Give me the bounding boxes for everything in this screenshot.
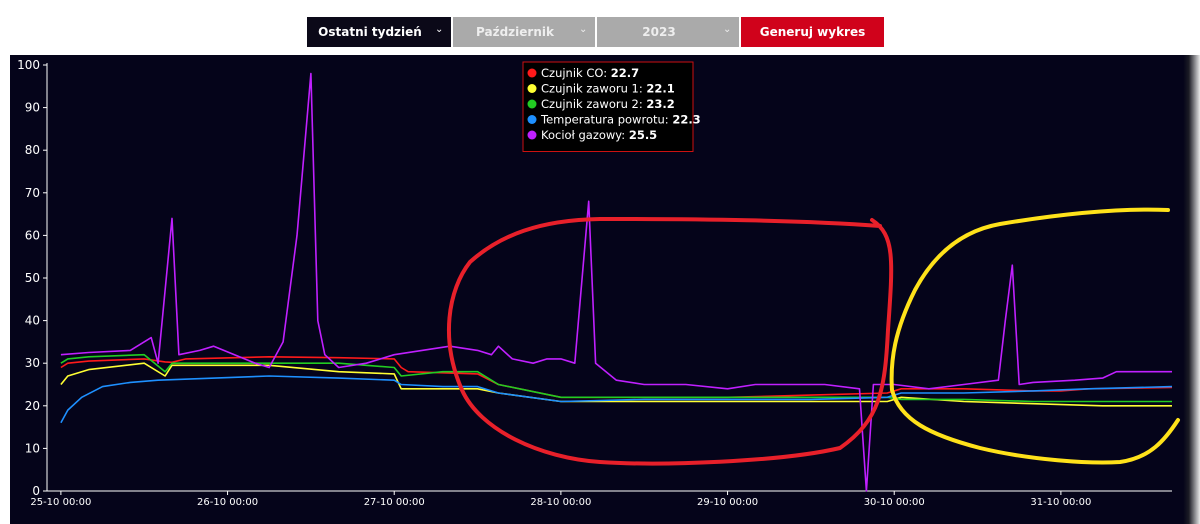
month-select-label: Październik bbox=[476, 25, 554, 39]
y-tick-label: 20 bbox=[25, 399, 40, 413]
y-tick-label: 90 bbox=[25, 101, 40, 115]
x-tick-label: 30-10 00:00 bbox=[864, 497, 925, 508]
y-tick-label: 50 bbox=[25, 271, 40, 285]
series-line bbox=[60, 72, 1172, 492]
y-tick-label: 80 bbox=[25, 143, 40, 157]
series-line bbox=[60, 356, 1173, 399]
x-tick-label: 25-10 00:00 bbox=[30, 497, 91, 508]
x-tick-label: 29-10 00:00 bbox=[697, 497, 758, 508]
chart-axes: 0 10 20 30 40 50 60 70 80 90 100 25-10 00:00 26-10 0… bbox=[17, 58, 1172, 508]
legend-marker bbox=[527, 130, 537, 140]
series-line bbox=[60, 375, 1173, 424]
chart-legend: Czujnik CO: 22.7 Czujnik zaworu 1: 22.1Cz… bbox=[522, 61, 701, 152]
legend-marker bbox=[527, 99, 537, 109]
range-select-label: Ostatni tydzień bbox=[318, 25, 422, 39]
range-select[interactable]: Ostatni tydzień ⌄ bbox=[307, 17, 451, 47]
x-tick-label: 28-10 00:00 bbox=[530, 497, 591, 508]
annotation-yellow-curve bbox=[889, 207, 1180, 465]
x-tick-label: 31-10 00:00 bbox=[1030, 497, 1091, 508]
legend-entry: Kocioł gazowy: 25.5 bbox=[541, 128, 657, 142]
chevron-down-icon: ⌄ bbox=[723, 24, 732, 35]
legend-entry: Czujnik zaworu 2: 23.2 bbox=[541, 97, 675, 111]
y-tick-label: 100 bbox=[17, 58, 40, 72]
y-tick-label: 30 bbox=[25, 356, 40, 370]
legend-entry: Czujnik zaworu 1: 22.1 bbox=[541, 82, 675, 96]
x-tick-label: 26-10 00:00 bbox=[197, 497, 258, 508]
legend-marker bbox=[527, 84, 537, 93]
legend-entry: Temperatura powrotu: 22.3 bbox=[540, 113, 701, 127]
y-tick-label: 10 bbox=[25, 441, 40, 455]
y-tick-label: 70 bbox=[25, 186, 40, 200]
year-select-label: 2023 bbox=[642, 25, 676, 39]
month-select[interactable]: Październik ⌄ bbox=[453, 17, 595, 47]
legend-box bbox=[522, 61, 694, 152]
generate-chart-button[interactable]: Generuj wykres bbox=[741, 17, 884, 47]
y-tick-label: 0 bbox=[32, 484, 40, 498]
chevron-down-icon: ⌄ bbox=[435, 24, 444, 35]
legend-marker bbox=[527, 68, 537, 78]
y-tick-label: 60 bbox=[25, 228, 40, 242]
annotation-red-loop bbox=[446, 216, 894, 466]
y-tick-label: 40 bbox=[25, 314, 40, 328]
toolbar: Ostatni tydzień ⌄ Październik ⌄ 2023 ⌄ G… bbox=[307, 17, 884, 47]
x-tick-label: 27-10 00:00 bbox=[364, 497, 425, 508]
scrollbar-edge bbox=[1172, 55, 1200, 524]
year-select[interactable]: 2023 ⌄ bbox=[597, 17, 739, 47]
annotations bbox=[446, 207, 1180, 466]
chart-series bbox=[60, 72, 1173, 492]
legend-entry: Czujnik CO: 22.7 bbox=[541, 66, 639, 80]
chevron-down-icon: ⌄ bbox=[579, 24, 588, 35]
legend-marker bbox=[527, 115, 537, 124]
